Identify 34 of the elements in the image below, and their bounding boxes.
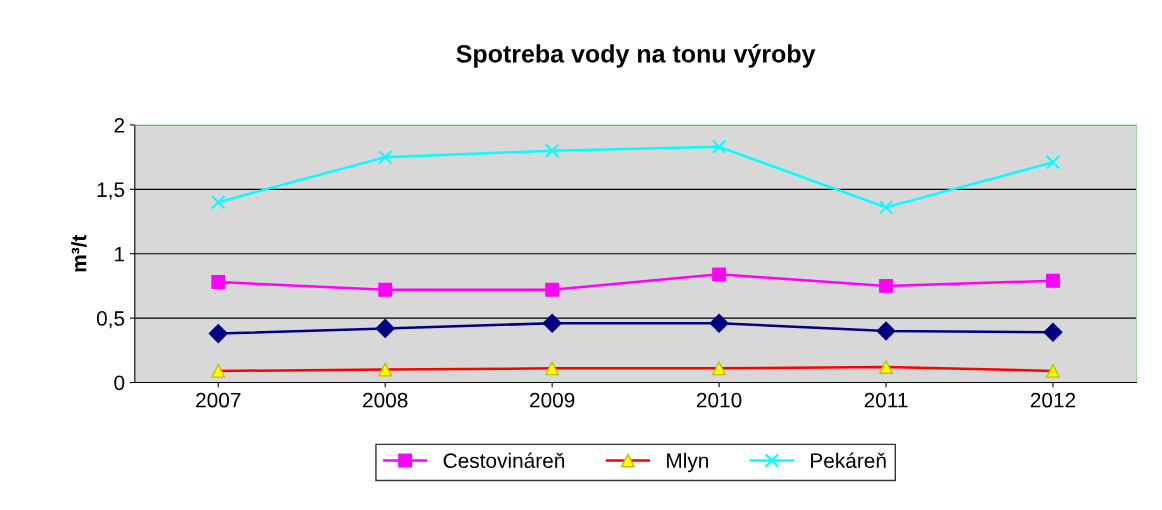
x-tick-label: 2010: [696, 392, 742, 408]
point: [1045, 155, 1061, 170]
point: [542, 313, 562, 333]
point: [211, 275, 226, 290]
point: [377, 149, 393, 165]
point: [712, 267, 727, 282]
y-tick-label: 0,5: [96, 311, 125, 329]
point: [711, 139, 727, 155]
y-tick-label: 2: [114, 117, 125, 133]
point: [876, 321, 896, 341]
point: [378, 282, 393, 297]
y-tick-label: 1: [115, 246, 125, 262]
y-tick-label: 1,5: [97, 182, 125, 200]
point: [545, 282, 560, 297]
point: [709, 313, 729, 333]
y-axis-title: m³/t: [71, 234, 87, 272]
point: [878, 200, 894, 215]
x-tick-label: 2011: [864, 392, 908, 408]
legend-label: Cestovináreň: [443, 452, 565, 469]
legend-label: Mlyn: [667, 452, 708, 473]
point: [208, 324, 228, 344]
x-tick-label: 2009: [530, 392, 575, 408]
point: [375, 318, 395, 338]
chart-title: Spotreba vody na tonu výroby: [456, 44, 816, 68]
x-tick-label: 2012: [1030, 392, 1076, 408]
point: [1046, 273, 1060, 288]
point: [1043, 322, 1063, 342]
x-tick-label: 2008: [363, 392, 408, 408]
legend-label: Pekáreň: [811, 452, 886, 469]
x-tick-label: 2007: [196, 392, 241, 408]
point: [544, 143, 560, 158]
point: [210, 194, 226, 210]
y-tick-label: 0: [114, 375, 125, 391]
point: [879, 278, 893, 293]
